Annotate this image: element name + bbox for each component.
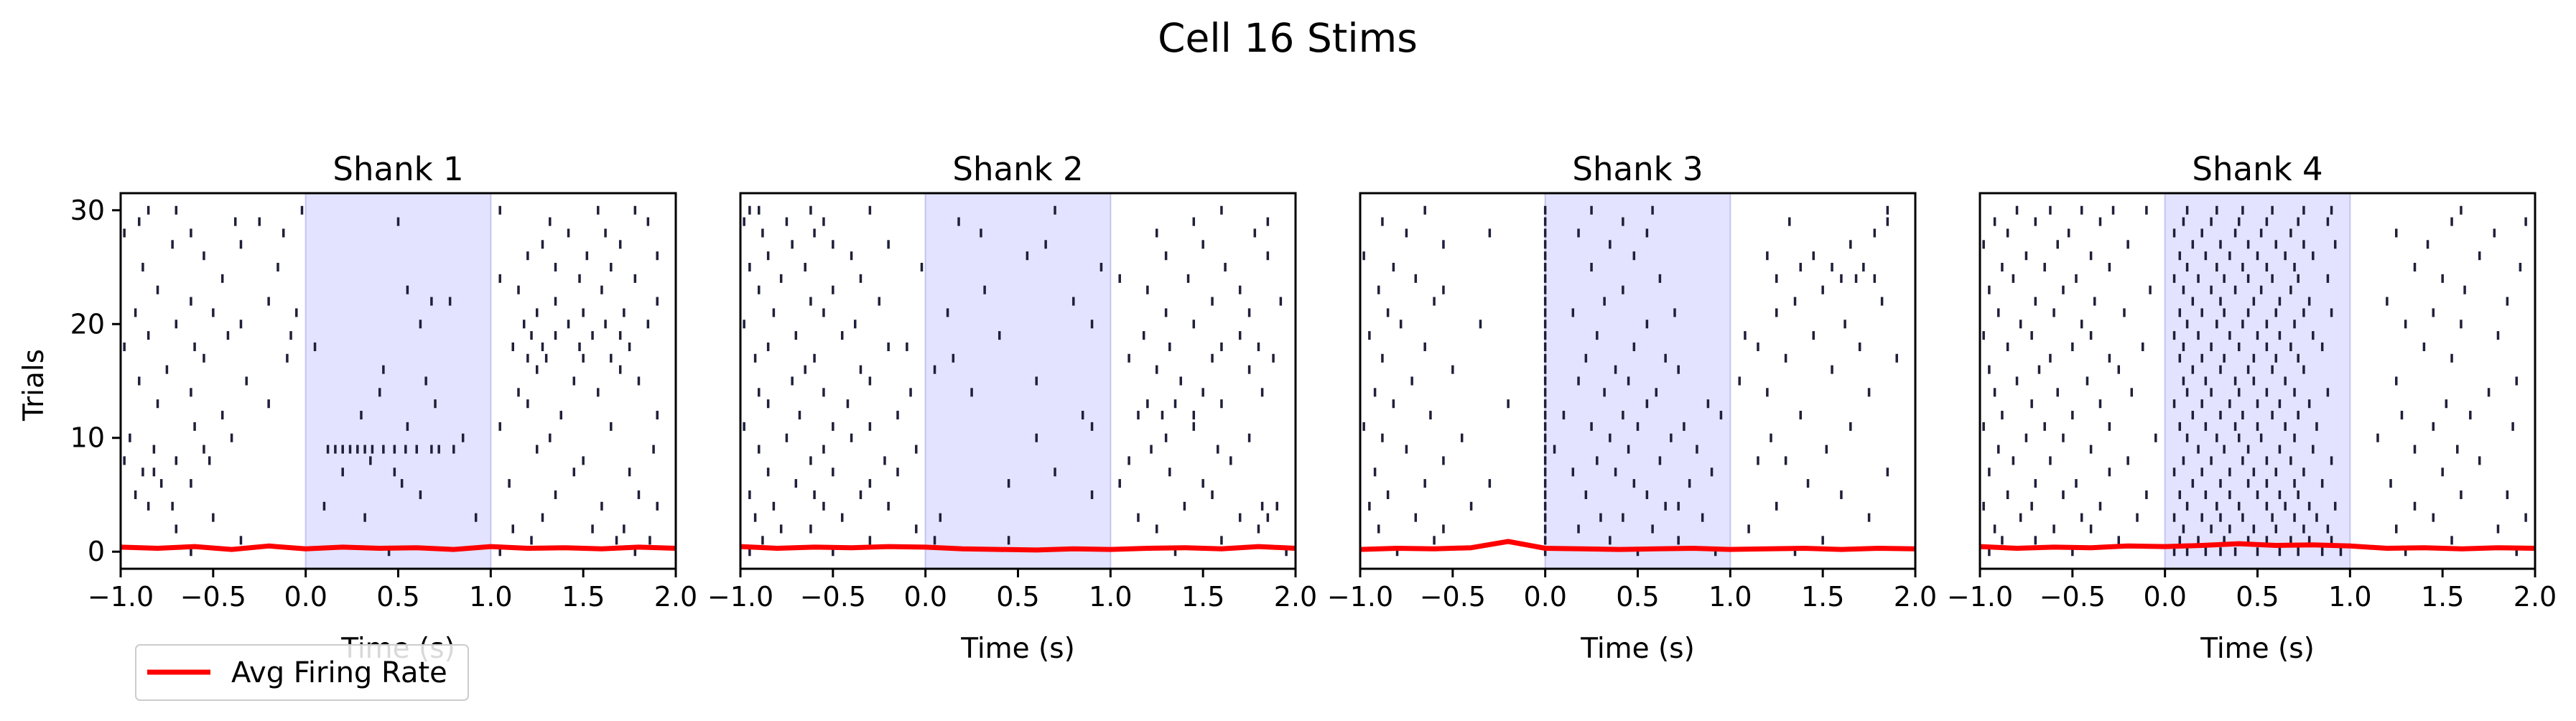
y-axis-label: Trials xyxy=(18,349,50,422)
legend-label: Avg Firing Rate xyxy=(231,656,447,689)
firing-rate-line xyxy=(120,543,676,552)
stim-window xyxy=(924,192,1112,569)
firing-rate-line xyxy=(1979,541,2536,552)
x-axis-label: Time (s) xyxy=(1580,633,1695,665)
x-axis-label: Time (s) xyxy=(960,633,1075,665)
x-tick-label: 0.0 xyxy=(2143,581,2186,613)
x-tick-label: 1.5 xyxy=(562,581,605,613)
x-tick-label: 0.5 xyxy=(996,581,1039,613)
x-tick-label: 1.0 xyxy=(1089,581,1132,613)
x-tick-label: 0.0 xyxy=(284,581,327,613)
panels: Shank 1 −1.0 −0.5 0.0 0.5 1.0 1.5 2.0 Time (s) 0 1… xyxy=(70,150,2557,665)
x-tick-label: −1.0 xyxy=(1327,581,1393,613)
x-tick-label: 0.5 xyxy=(1616,581,1659,613)
x-tick-label: 1.5 xyxy=(1181,581,1224,613)
x-tick-label: 0.5 xyxy=(2236,581,2279,613)
x-tick-label: 1.0 xyxy=(469,581,512,613)
panel-4: Shank 4 −1.0 −0.5 0.0 0.5 1.0 1.5 2.0 Time (s) xyxy=(1947,150,2557,665)
figure-title: Cell 16 Stims xyxy=(1158,15,1418,61)
panel-title: Shank 1 xyxy=(333,150,463,188)
x-tick-label: 0.0 xyxy=(903,581,947,613)
x-tick-label: 1.0 xyxy=(2328,581,2371,613)
stim-window xyxy=(2164,192,2351,569)
x-tick-label: 2.0 xyxy=(1894,581,1937,613)
x-tick-label: 2.0 xyxy=(1274,581,1317,613)
y-tick-label: 0 xyxy=(88,536,105,567)
x-tick-label: 1.5 xyxy=(2421,581,2464,613)
x-tick-label: 2.0 xyxy=(654,581,697,613)
panel-2: Shank 2 −1.0 −0.5 0.0 0.5 1.0 1.5 2.0 Time (s) xyxy=(707,150,1317,665)
y-tick-label: 20 xyxy=(70,308,105,340)
legend-frame xyxy=(135,644,469,701)
x-tick-label: −0.5 xyxy=(1420,581,1486,613)
x-tick-label: −1.0 xyxy=(707,581,773,613)
stim-window xyxy=(1544,192,1731,569)
panel-title: Shank 2 xyxy=(952,150,1083,188)
x-tick-label: 1.5 xyxy=(1801,581,1844,613)
firing-rate-line xyxy=(740,544,1296,553)
x-tick-label: −1.0 xyxy=(1947,581,2013,613)
x-tick-label: 0.0 xyxy=(1523,581,1566,613)
x-axis-label: Time (s) xyxy=(2200,633,2315,665)
x-tick-label: 0.5 xyxy=(376,581,419,613)
x-tick-label: −0.5 xyxy=(2040,581,2106,613)
stim-window xyxy=(304,192,492,569)
x-tick-label: −0.5 xyxy=(180,581,246,613)
y-tick-label: 10 xyxy=(70,422,105,454)
x-tick-label: 1.0 xyxy=(1708,581,1752,613)
legend: Avg Firing Rate xyxy=(135,644,469,701)
y-tick-label: 30 xyxy=(70,195,105,226)
x-tick-label: −1.0 xyxy=(88,581,154,613)
firing-rate-line xyxy=(1359,539,1916,552)
panel-title: Shank 3 xyxy=(1572,150,1703,188)
panel-title: Shank 4 xyxy=(2192,150,2322,188)
panel-3: Shank 3 −1.0 −0.5 0.0 0.5 1.0 1.5 2.0 Time (s) xyxy=(1327,150,1937,665)
x-tick-label: 2.0 xyxy=(2514,581,2557,613)
x-tick-label: −0.5 xyxy=(800,581,866,613)
